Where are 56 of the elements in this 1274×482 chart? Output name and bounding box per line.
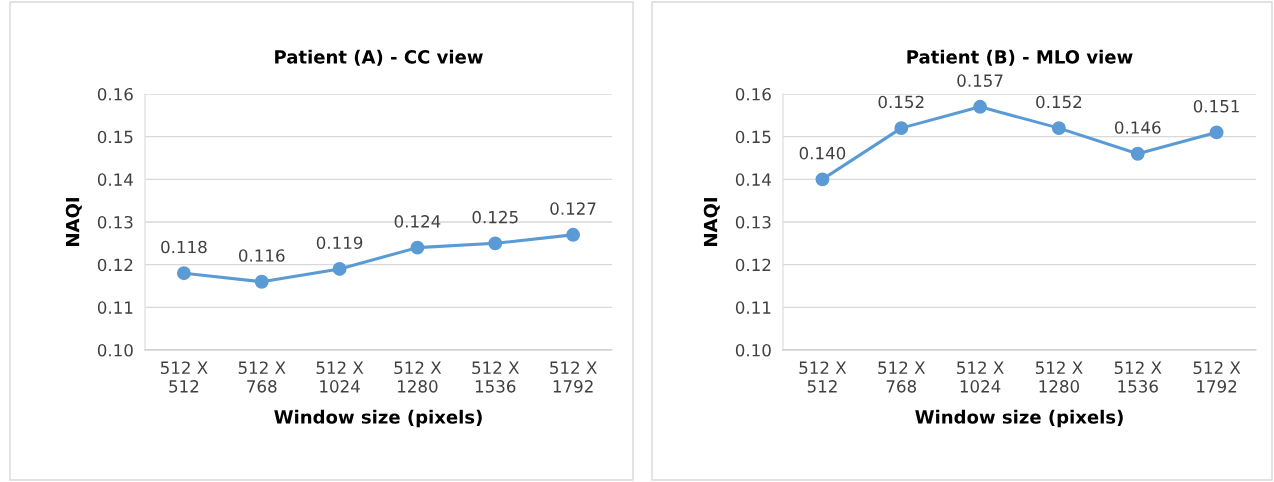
point: [973, 99, 988, 114]
data-label: 0.118: [161, 240, 207, 254]
chart-title: Patient (A) - CC view: [275, 49, 483, 66]
y-axis-title: NAQI: [65, 198, 82, 246]
y-tick-label: 0.13: [97, 215, 133, 229]
data-label: 0.151: [1193, 99, 1239, 113]
point: [332, 261, 347, 276]
point: [254, 274, 269, 289]
data-label: 0.119: [316, 236, 363, 250]
data-label: 0.152: [878, 95, 924, 109]
x-tick-label: 512 X 512: [799, 361, 847, 393]
x-tick-label: 512 X 768: [238, 361, 286, 393]
point: [488, 236, 503, 251]
point: [894, 121, 909, 136]
point: [566, 227, 581, 242]
data-label: 0.157: [957, 74, 1003, 87]
y-tick-label: 0.10: [97, 343, 133, 357]
y-tick-label: 0.14: [735, 173, 771, 186]
point: [176, 266, 191, 281]
data-label: 0.127: [550, 202, 596, 215]
y-tick-label: 0.11: [97, 301, 133, 314]
y-tick-label: 0.13: [735, 215, 771, 229]
x-tick-label: 512 X 1024: [316, 361, 364, 393]
y-tick-label: 0.15: [97, 130, 133, 144]
x-tick-label: 512 X 1536: [472, 361, 519, 393]
y-tick-label: 0.15: [735, 130, 771, 144]
y-tick-label: 0.10: [735, 343, 771, 357]
point: [410, 240, 425, 255]
y-tick-label: 0.16: [735, 87, 771, 101]
x-tick-label: 512 X 1792: [1193, 361, 1241, 393]
chart-title: Patient (B) - MLO view: [907, 49, 1133, 66]
x-tick-label: 512 X 1536: [1114, 361, 1162, 393]
y-tick-label: 0.16: [97, 87, 133, 101]
data-label: 0.152: [1036, 95, 1082, 109]
data-label: 0.124: [394, 215, 441, 228]
x-tick-label: 512 X 1024: [957, 361, 1004, 393]
x-tick-label: 512 X 768: [878, 361, 925, 393]
x-axis-title: Window size (pixels): [274, 409, 482, 428]
y-tick-label: 0.12: [97, 258, 133, 272]
data-label: 0.116: [238, 249, 285, 262]
x-tick-label: 512 X 1792: [550, 361, 597, 393]
y-tick-label: 0.11: [735, 301, 771, 314]
x-tick-label: 512 X 1280: [394, 361, 442, 393]
x-tick-label: 512 X 512: [160, 361, 208, 393]
y-axis-title: NAQI: [703, 198, 720, 246]
point: [815, 172, 830, 187]
y-tick-label: 0.14: [97, 173, 133, 186]
x-axis-title: Window size (pixels): [915, 409, 1123, 428]
point: [1051, 121, 1066, 136]
data-label: 0.125: [472, 210, 518, 224]
data-label: 0.146: [1114, 121, 1161, 134]
point: [1130, 146, 1145, 161]
data-label: 0.140: [799, 146, 846, 160]
y-tick-label: 0.12: [735, 258, 771, 272]
point: [1209, 125, 1224, 140]
x-tick-label: 512 X 1280: [1035, 361, 1083, 393]
